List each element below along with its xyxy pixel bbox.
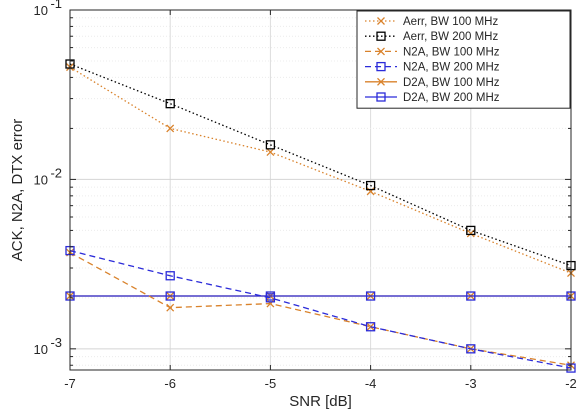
legend-entry: D2A, BW 200 MHz <box>365 92 500 104</box>
data-point <box>365 322 376 332</box>
plot-frame <box>69 9 572 371</box>
data-point <box>165 99 175 109</box>
legend: Aerr, BW 100 MHz Aerr, BW 200 MHz N2A, BW … <box>356 10 571 109</box>
data-point <box>166 303 175 312</box>
data-point <box>265 293 276 303</box>
data-point <box>466 291 476 301</box>
data-point <box>365 291 376 301</box>
data-point <box>165 271 175 281</box>
legend-marker <box>377 17 385 25</box>
legend-entry: Aerr, BW 100 MHz <box>365 16 498 28</box>
data-point <box>365 180 376 191</box>
legend-entry: D2A, BW 100 MHz <box>365 77 500 89</box>
series-layer <box>65 59 576 373</box>
legend-marker <box>376 61 386 72</box>
legend-label: Aerr, BW 100 MHz <box>403 16 498 28</box>
data-point <box>466 344 476 354</box>
legend-marker <box>376 31 386 41</box>
y-tick-label: 10 <box>34 3 48 18</box>
legend-box <box>356 10 571 109</box>
x-axis-label: SNR [dB] <box>289 393 352 410</box>
legend-entry: N2A, BW 100 MHz <box>365 46 500 58</box>
x-tick-label: -3 <box>465 376 477 391</box>
x-tick-label: -7 <box>64 376 76 391</box>
legend-label: N2A, BW 100 MHz <box>403 46 500 58</box>
data-point <box>466 225 476 236</box>
legend-entry: N2A, BW 200 MHz <box>365 62 500 74</box>
data-point <box>165 291 175 301</box>
legend-entry: Aerr, BW 200 MHz <box>365 31 498 43</box>
y-tick-label: 10 <box>34 172 48 187</box>
legend-label: Aerr, BW 200 MHz <box>403 31 498 43</box>
legend-label: N2A, BW 200 MHz <box>403 62 500 74</box>
y-tick-exponent: -1 <box>50 0 62 11</box>
y-axis-label: ACK, N2A, DTX error <box>9 119 26 262</box>
series-5 <box>65 291 576 301</box>
y-tick-exponent: -2 <box>50 165 62 180</box>
legend-marker <box>377 77 385 86</box>
data-point <box>265 140 276 150</box>
x-tick-label: -4 <box>365 376 377 391</box>
y-tick-label: 10 <box>34 342 48 357</box>
data-point <box>266 148 275 157</box>
series-line <box>69 252 572 366</box>
legend-marker <box>376 92 386 102</box>
x-tick-label: -2 <box>565 376 577 391</box>
data-point <box>166 124 175 133</box>
legend-marker <box>377 47 385 56</box>
x-tick-label: -5 <box>265 376 277 391</box>
y-tick-exponent: -3 <box>50 335 62 350</box>
x-tick-label: -6 <box>164 376 176 391</box>
legend-label: D2A, BW 100 MHz <box>403 77 500 89</box>
legend-label: D2A, BW 200 MHz <box>403 92 500 104</box>
